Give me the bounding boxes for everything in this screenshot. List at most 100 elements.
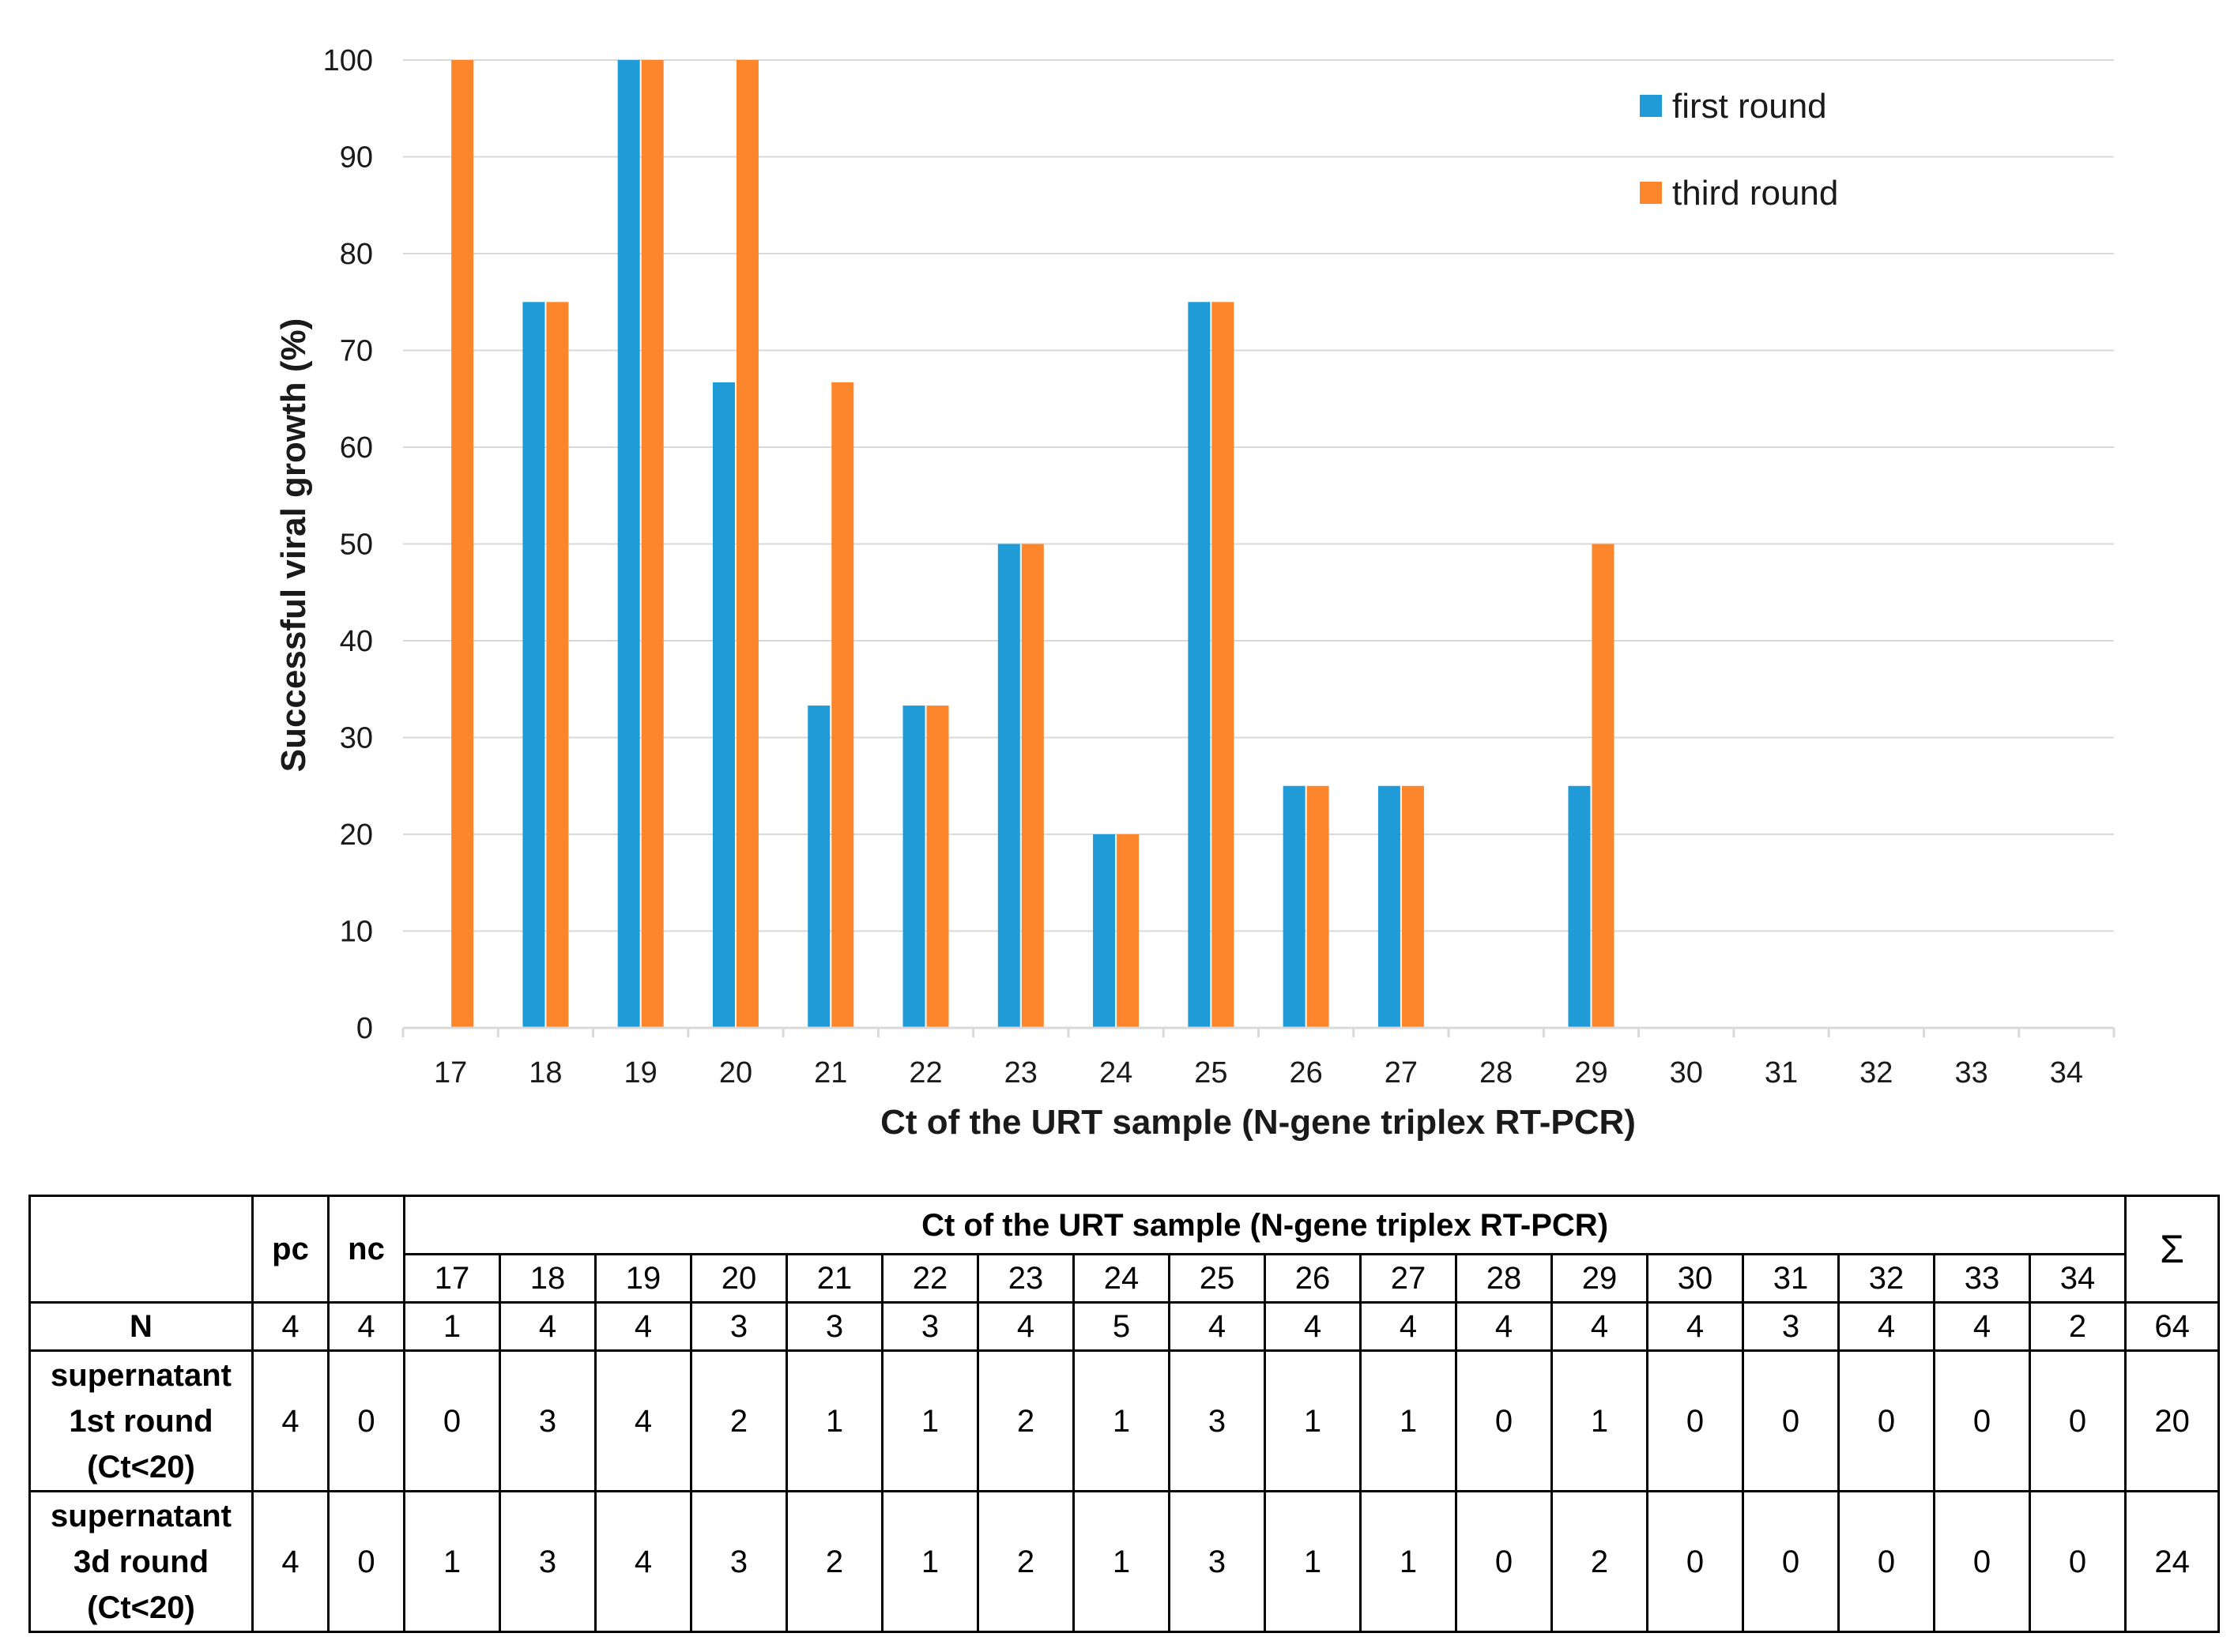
table-corner-cell (28, 1195, 254, 1304)
table-cell: 4 (594, 1301, 692, 1352)
table-cell: 0 (1646, 1490, 1744, 1633)
bar-third-round-17 (451, 60, 474, 1028)
table-cell-pc: 4 (251, 1490, 330, 1633)
table-cell: 4 (1837, 1301, 1935, 1352)
table-cell-sum: 24 (2124, 1490, 2221, 1633)
table-header-ct: 31 (1742, 1253, 1840, 1304)
table-header-ct: 29 (1550, 1253, 1648, 1304)
table-cell: 2 (2028, 1301, 2127, 1352)
table-cell: 2 (786, 1490, 884, 1633)
x-tick-label: 33 (1954, 1056, 1987, 1089)
x-tick-label: 19 (624, 1056, 657, 1089)
x-axis-tick-marks (401, 1028, 2116, 1037)
x-tick-label: 21 (814, 1056, 847, 1089)
table-cell: 2 (690, 1349, 788, 1492)
table-row-label: N (28, 1301, 254, 1352)
table-cell: 1 (1072, 1349, 1170, 1492)
legend-label-first-round: first round (1672, 87, 1827, 126)
y-tick-label: 90 (340, 141, 373, 175)
table-header-ct: 25 (1168, 1253, 1266, 1304)
table-cell: 4 (499, 1301, 597, 1352)
table-cell: 1 (881, 1490, 979, 1633)
bar-first-round-29 (1568, 785, 1591, 1028)
table-cell-sum: 20 (2124, 1349, 2221, 1492)
x-tick-label: 34 (2050, 1056, 2083, 1089)
table-cell: 2 (1550, 1490, 1648, 1633)
y-tick-label: 40 (340, 625, 373, 658)
table-cell: 2 (977, 1490, 1075, 1633)
y-tick-label: 10 (340, 916, 373, 949)
table-cell: 1 (881, 1349, 979, 1492)
y-tick-label: 80 (340, 238, 373, 271)
bar-first-round-25 (1188, 302, 1211, 1028)
bar-third-round-21 (831, 382, 854, 1028)
x-tick-label: 20 (719, 1056, 752, 1089)
bar-first-round-22 (902, 706, 925, 1028)
y-tick-label: 30 (340, 722, 373, 755)
row-label-line: (Ct<20) (87, 1449, 195, 1485)
x-tick-label: 25 (1194, 1056, 1227, 1089)
y-tick-label: 50 (340, 529, 373, 562)
table-cell-nc: 0 (327, 1490, 405, 1633)
table-header-ct: 33 (1933, 1253, 2031, 1304)
table-header-ct: 18 (499, 1253, 597, 1304)
table-cell: 3 (1742, 1301, 1840, 1352)
legend-swatch-third-round (1640, 182, 1662, 204)
x-tick-label: 18 (529, 1056, 562, 1089)
y-tick-label: 0 (356, 1012, 373, 1045)
table-cell: 5 (1072, 1301, 1170, 1352)
table-cell: 3 (1168, 1490, 1266, 1633)
table-cell: 1 (1550, 1349, 1648, 1492)
x-tick-label: 23 (1004, 1056, 1038, 1089)
y-tick-label: 70 (340, 335, 373, 368)
table-row: N 4 4 1 4 4 3 3 3 4 5 4 4 4 4 4 4 3 4 4 2 64 (28, 1301, 2221, 1352)
table-cell: 1 (403, 1490, 501, 1633)
bar-first-round-19 (617, 60, 640, 1028)
table-cell: 0 (1455, 1490, 1553, 1633)
data-table: pc nc Ct of the URT sample (N-gene tripl… (28, 1195, 2221, 1633)
table-cell: 1 (1359, 1349, 1457, 1492)
table-cell: 4 (594, 1349, 692, 1492)
table-cell: 4 (1168, 1301, 1266, 1352)
legend-label-third-round: third round (1672, 174, 1838, 213)
x-tick-label: 22 (909, 1056, 942, 1089)
table-header-ct: 30 (1646, 1253, 1744, 1304)
table-cell: 4 (1455, 1301, 1553, 1352)
table-cell-nc: 4 (327, 1301, 405, 1352)
y-tick-label: 20 (340, 818, 373, 852)
row-label-line: supernatant (51, 1498, 232, 1533)
table-cell: 0 (1455, 1349, 1553, 1492)
table-cell: 3 (1168, 1349, 1266, 1492)
table-header-ct: 23 (977, 1253, 1075, 1304)
table-cell: 1 (1072, 1490, 1170, 1633)
x-tick-label: 27 (1385, 1056, 1418, 1089)
table-cell: 0 (1933, 1349, 2031, 1492)
table-cell-pc: 4 (251, 1349, 330, 1492)
table-cell: 0 (1837, 1490, 1935, 1633)
x-tick-label: 24 (1099, 1056, 1132, 1089)
table-cell: 4 (1359, 1301, 1457, 1352)
table-header-ct: 34 (2028, 1253, 2127, 1304)
x-tick-label: 17 (434, 1056, 467, 1089)
x-tick-label: 29 (1574, 1056, 1607, 1089)
table-cell: 3 (690, 1490, 788, 1633)
x-tick-label: 28 (1479, 1056, 1513, 1089)
table-cell: 1 (1264, 1490, 1362, 1633)
table-header-ct: 28 (1455, 1253, 1553, 1304)
table-header-ct: 24 (1072, 1253, 1170, 1304)
bar-third-round-26 (1306, 785, 1329, 1028)
table-cell: 0 (1742, 1349, 1840, 1492)
row-label-line: 3d round (73, 1544, 209, 1579)
table-header-sum: Σ (2124, 1195, 2221, 1304)
table-row-label: supernatant 3d round (Ct<20) (28, 1490, 254, 1633)
x-tick-label: 26 (1289, 1056, 1322, 1089)
table-header-ct: 21 (786, 1253, 884, 1304)
table-cell: 1 (1359, 1490, 1457, 1633)
bar-first-round-24 (1093, 834, 1116, 1028)
y-axis-label: Successful viral growth (%) (274, 318, 313, 773)
table-header-row-1: pc nc Ct of the URT sample (N-gene tripl… (28, 1195, 2221, 1304)
table-cell: 0 (1646, 1349, 1744, 1492)
row-label-line: 1st round (69, 1403, 213, 1439)
table-cell: 3 (499, 1349, 597, 1492)
table-cell: 4 (1550, 1301, 1648, 1352)
